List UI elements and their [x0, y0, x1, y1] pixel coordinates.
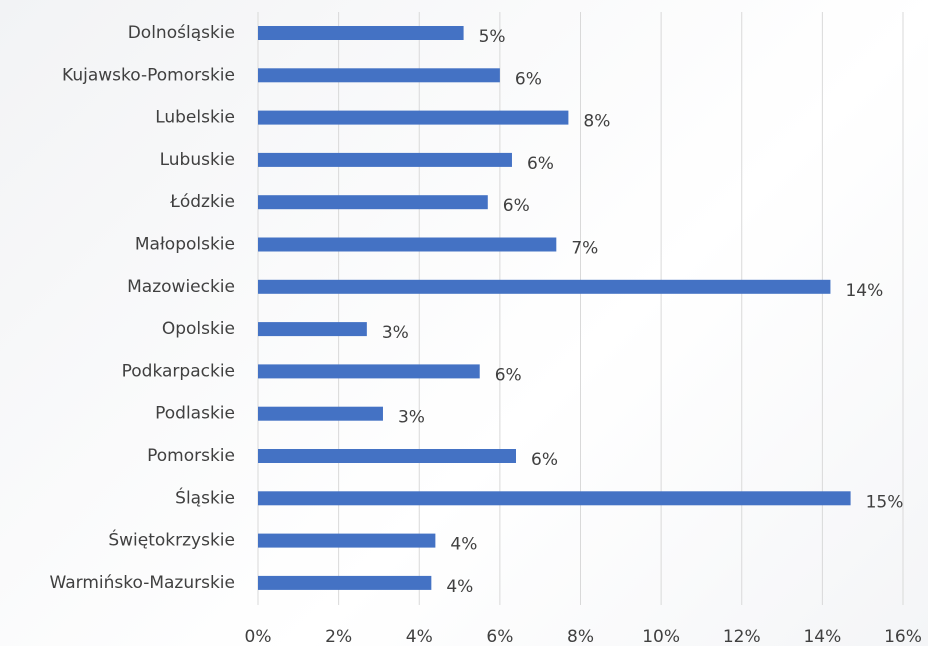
category-label: Pomorskie — [147, 446, 235, 466]
data-label: 6% — [531, 450, 558, 470]
bar — [258, 237, 557, 252]
category-label: Lubuskie — [160, 150, 235, 170]
bar — [258, 26, 464, 40]
category-label: Podlaskie — [155, 404, 235, 424]
data-label: 6% — [527, 154, 554, 174]
category-label: Lubelskie — [155, 108, 235, 128]
bar — [258, 449, 516, 463]
bar — [258, 491, 851, 506]
category-label: Kujawsko-Pomorskie — [62, 65, 235, 85]
x-tick-label: 0% — [245, 627, 272, 646]
data-label: 14% — [845, 281, 883, 301]
bar — [258, 364, 480, 379]
bar — [258, 575, 432, 590]
x-tick-label: 8% — [567, 627, 594, 646]
bar — [258, 406, 383, 421]
category-label: Podkarpackie — [122, 361, 235, 381]
bar — [258, 279, 831, 294]
bar — [258, 110, 569, 125]
data-label: 3% — [398, 408, 425, 428]
data-label: 15% — [866, 492, 904, 512]
data-label: 6% — [495, 365, 522, 385]
data-label: 4% — [450, 535, 477, 555]
data-label: 8% — [583, 112, 610, 132]
bar — [258, 68, 500, 83]
x-tick-label: 10% — [642, 627, 680, 646]
x-tick-label: 14% — [803, 627, 841, 646]
x-tick-label: 16% — [884, 627, 922, 646]
category-label: Warmińsko-Mazurskie — [50, 573, 236, 593]
bar — [258, 152, 512, 167]
data-label: 6% — [515, 69, 542, 89]
category-label: Małopolskie — [135, 235, 235, 255]
data-label: 4% — [446, 577, 473, 597]
x-tick-label: 12% — [723, 627, 761, 646]
category-label: Śląskie — [175, 486, 235, 508]
x-tick-label: 2% — [325, 627, 352, 646]
data-label: 7% — [571, 239, 598, 259]
bar — [258, 195, 488, 210]
data-label: 3% — [382, 323, 409, 343]
bar — [258, 533, 436, 548]
data-label: 6% — [503, 196, 530, 216]
category-label: Opolskie — [162, 319, 235, 339]
category-label: Łódzkie — [169, 192, 235, 212]
category-label: Świętokrzyskie — [108, 529, 235, 551]
data-label: 5% — [479, 27, 506, 47]
category-label: Dolnośląskie — [128, 23, 235, 43]
x-tick-label: 4% — [406, 627, 433, 646]
x-tick-label: 6% — [486, 627, 513, 646]
bar — [258, 322, 367, 337]
category-label: Mazowieckie — [127, 277, 235, 297]
